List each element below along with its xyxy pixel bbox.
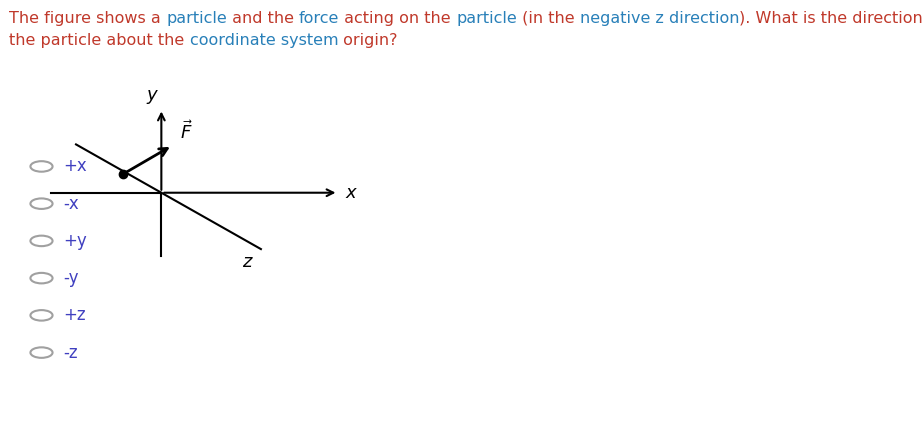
Text: +x: +x: [64, 157, 88, 176]
Text: z: z: [242, 254, 252, 272]
Text: +z: +z: [64, 306, 87, 325]
Text: -z: -z: [64, 343, 78, 362]
Text: -x: -x: [64, 194, 79, 213]
Text: the particle about the: the particle about the: [9, 33, 190, 48]
Text: negative z direction: negative z direction: [580, 11, 739, 26]
Text: force: force: [299, 11, 339, 26]
Text: ). What is the direction of the torque on: ). What is the direction of the torque o…: [739, 11, 922, 26]
Text: (in the: (in the: [517, 11, 580, 26]
Text: +y: +y: [64, 232, 88, 250]
Text: coordinate system: coordinate system: [190, 33, 338, 48]
Text: -y: -y: [64, 269, 79, 287]
Text: x: x: [346, 184, 357, 202]
Text: and the: and the: [227, 11, 299, 26]
Text: particle: particle: [166, 11, 227, 26]
Text: $\vec{F}$: $\vec{F}$: [180, 120, 193, 143]
Text: particle: particle: [456, 11, 517, 26]
Text: acting on the: acting on the: [339, 11, 456, 26]
Text: origin?: origin?: [338, 33, 397, 48]
Text: y: y: [146, 86, 157, 104]
Text: The figure shows a: The figure shows a: [9, 11, 166, 26]
